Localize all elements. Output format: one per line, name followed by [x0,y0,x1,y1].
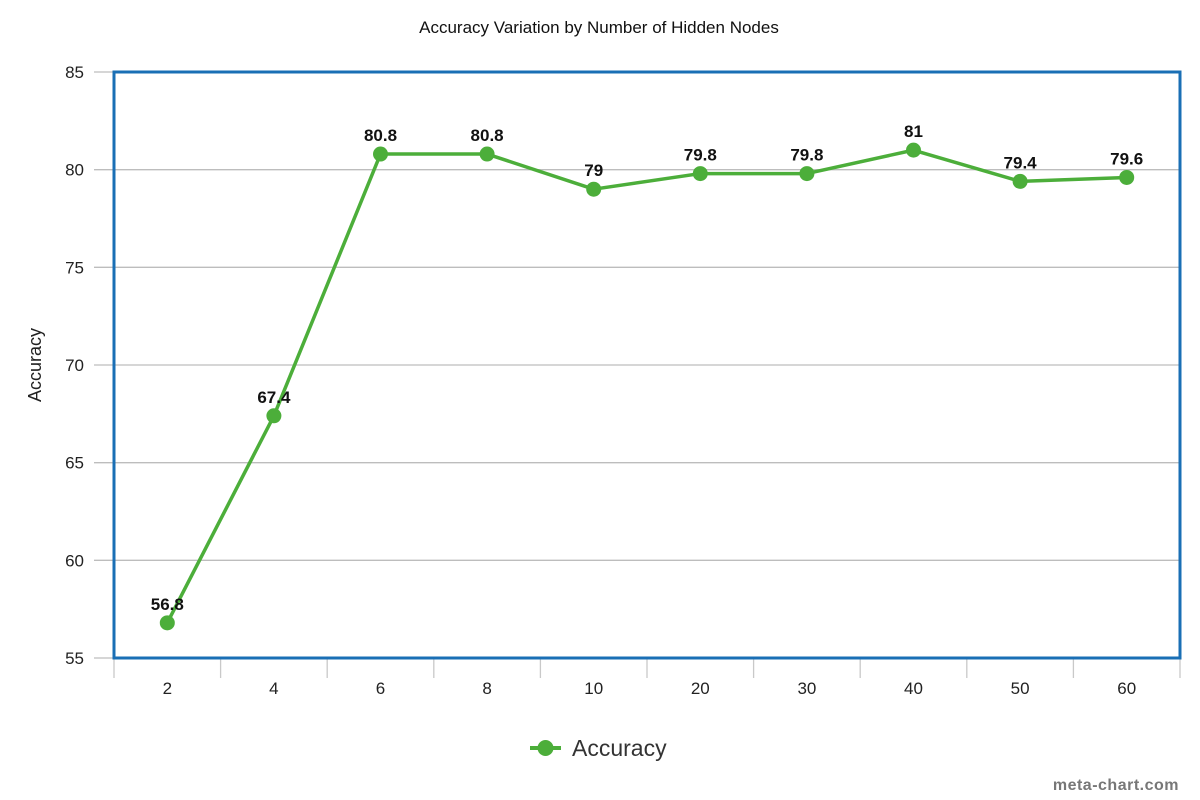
data-point[interactable] [479,146,495,162]
data-label: 79.6 [1110,149,1143,168]
watermark: meta-chart.com [1053,777,1179,794]
x-tick-label: 20 [691,679,710,698]
data-label: 67.4 [257,388,291,407]
plot-frame [112,70,1182,660]
data-point[interactable] [1012,173,1028,189]
data-point[interactable] [373,146,388,162]
series-line [165,148,1127,624]
y-tick-label: 70 [65,356,84,375]
y-tick-label: 60 [65,551,84,570]
y-tick-label: 80 [65,161,84,180]
data-labels: 56.8 67.4 80.8 80.8 79 79.8 79.8 81 79.4 79.6 [151,122,1143,614]
data-label: 80.8 [471,126,504,145]
legend-dot-marker [537,740,554,756]
x-axis-ticks: 2 4 6 8 10 20 30 40 50 60 [113,658,1181,698]
y-tick-label: 65 [65,454,84,473]
y-tick-label: 85 [65,63,84,82]
data-point[interactable] [159,615,175,631]
y-tick-label: 55 [65,649,84,668]
x-tick-label: 40 [904,679,923,698]
data-point[interactable] [906,142,921,158]
y-axis-ticks: 55 60 65 70 75 80 85 [65,63,84,668]
data-point[interactable] [692,166,708,182]
x-tick-label: 50 [1011,679,1030,698]
x-tick-label: 10 [584,679,603,698]
x-tick-label: 30 [797,679,816,698]
data-label: 79 [584,161,603,180]
legend[interactable]: Accuracy [530,735,667,761]
data-label: 80.8 [364,126,397,145]
y-tick-label: 75 [65,258,84,277]
x-tick-label: 4 [269,679,278,698]
data-point[interactable] [799,166,815,182]
data-label: 56.8 [151,595,184,614]
y-axis-label: Accuracy [25,328,45,402]
series-accuracy [159,142,1135,631]
data-point[interactable] [1119,169,1135,185]
data-point[interactable] [266,408,282,424]
data-point[interactable] [586,181,602,197]
x-tick-label: 8 [482,679,491,698]
data-label: 79.8 [790,146,823,165]
legend-label-accuracy: Accuracy [572,735,667,761]
x-tick-label: 2 [163,679,172,698]
data-label: 79.8 [684,146,717,165]
x-tick-label: 6 [376,679,385,698]
x-tick-label: 60 [1117,679,1136,698]
data-label: 79.4 [1004,153,1038,172]
data-label: 81 [904,122,923,141]
chart-title: Accuracy Variation by Number of Hidden N… [419,18,779,37]
